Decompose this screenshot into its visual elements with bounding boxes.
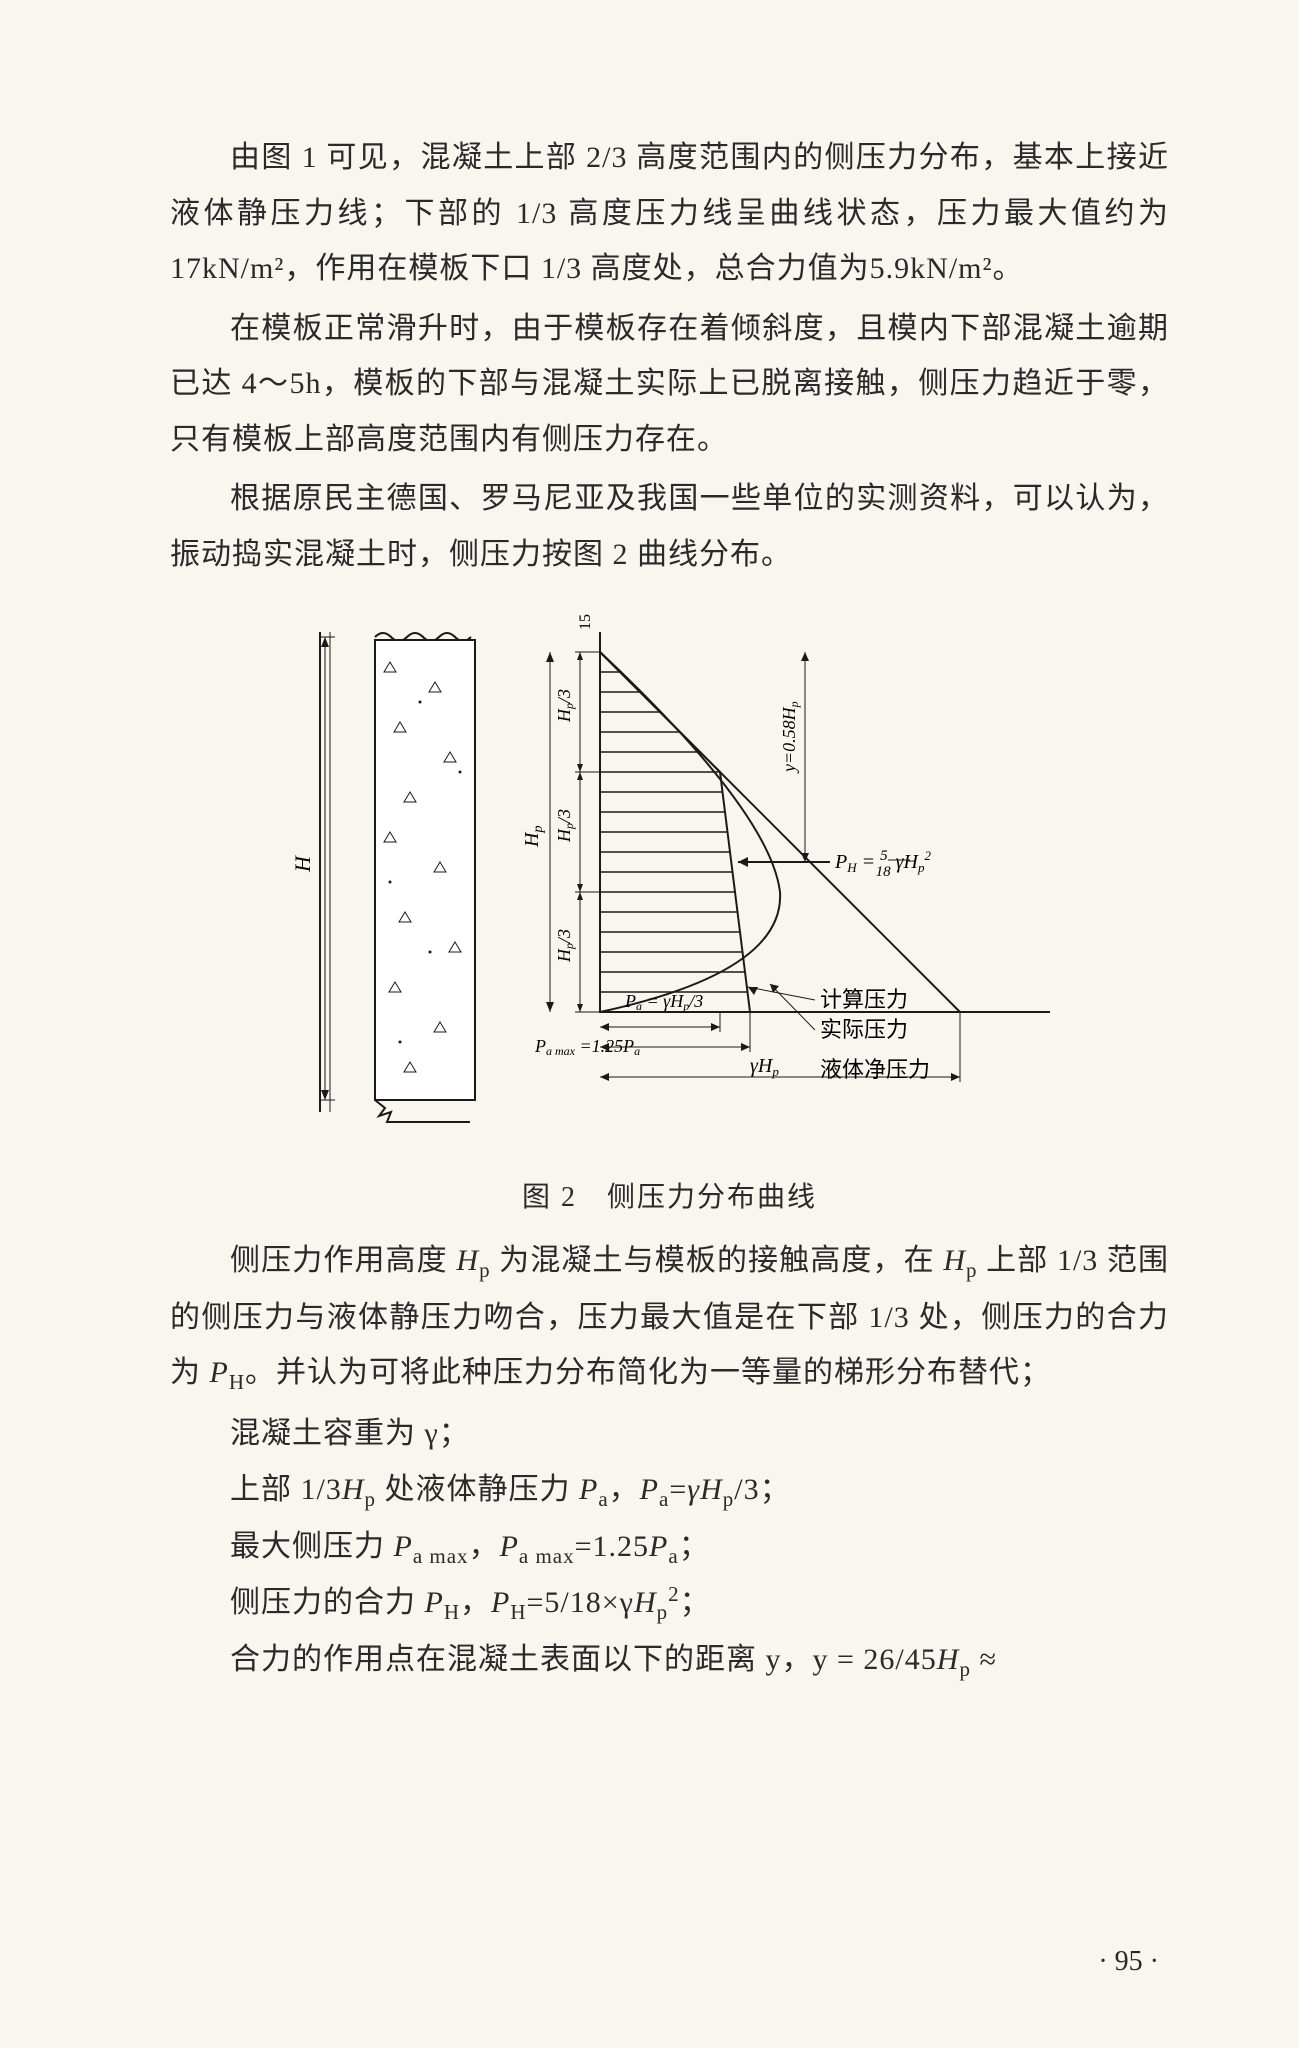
label-gammaHp: γHp (750, 1055, 779, 1079)
pressure-diagram-svg: H 15 Hp (260, 612, 1080, 1152)
formula-PH: 侧压力的合力 PH，PH=5/18×γHp2； (170, 1575, 1169, 1632)
label-H: H (290, 855, 315, 873)
figure-2: H 15 Hp (170, 612, 1169, 1157)
paragraph-1: 由图 1 可见，混凝土上部 2/3 高度范围内的侧压力分布，基本上接近液体静压力… (170, 130, 1169, 297)
label-y: y=0.58Hp (779, 701, 801, 774)
label-actual-pressure: 实际压力 (820, 1017, 908, 1042)
paragraph-2: 在模板正常滑升时，由于模板存在着倾斜度，且模内下部混凝土逾期已达 4～5h，模板… (170, 301, 1169, 468)
label-Pa-eq: Pa = γHp/3 (624, 991, 703, 1013)
label-calc-pressure: 计算压力 (820, 987, 908, 1012)
formula-Pamax: 最大侧压力 Pa max，Pa max=1.25Pa； (170, 1519, 1169, 1576)
para4-text-2: 为混凝土与模板的接触高度，在 (491, 1244, 944, 1277)
formula-gamma: 混凝土容重为 γ； (170, 1406, 1169, 1462)
concrete-column: H (290, 632, 475, 1122)
label-Pamax-eq: Pa max =1.25Pa (534, 1036, 640, 1058)
label-15: 15 (577, 614, 594, 630)
label-PH-eq: PH = 518 γHp2 (834, 848, 931, 880)
label-Hp3-2: Hp/3 (554, 809, 576, 843)
label-Hp3-3: Hp/3 (554, 929, 576, 963)
label-Hp: Hp (521, 826, 546, 848)
para4-text-4: 。并认为可将此种压力分布简化为一等量的梯形分布替代； (245, 1356, 1051, 1389)
formula-y: 合力的作用点在混凝土表面以下的距离 y，y = 26/45Hp ≈ (170, 1632, 1169, 1689)
figure-2-caption: 图 2 侧压力分布曲线 (170, 1175, 1169, 1215)
formula-Pa: 上部 1/3Hp 处液体静压力 Pa，Pa=γHp/3； (170, 1462, 1169, 1519)
page: 由图 1 可见，混凝土上部 2/3 高度范围内的侧压力分布，基本上接近液体静压力… (0, 0, 1299, 2048)
pressure-distribution: 15 Hp Hp/3 Hp/3 Hp/3 (521, 614, 1050, 1082)
paragraph-3: 根据原民主德国、罗马尼亚及我国一些单位的实测资料，可以认为，振动捣实混凝土时，侧… (170, 471, 1169, 582)
label-Hp3-1: Hp/3 (554, 689, 576, 723)
label-liquid-pressure: 液体净压力 (820, 1057, 930, 1082)
page-number: · 95 · (1098, 1946, 1159, 1978)
paragraph-4: 侧压力作用高度 Hp 为混凝土与模板的接触高度，在 Hp 上部 1/3 范围的侧… (170, 1233, 1169, 1402)
para4-text-1: 侧压力作用高度 (230, 1244, 456, 1277)
